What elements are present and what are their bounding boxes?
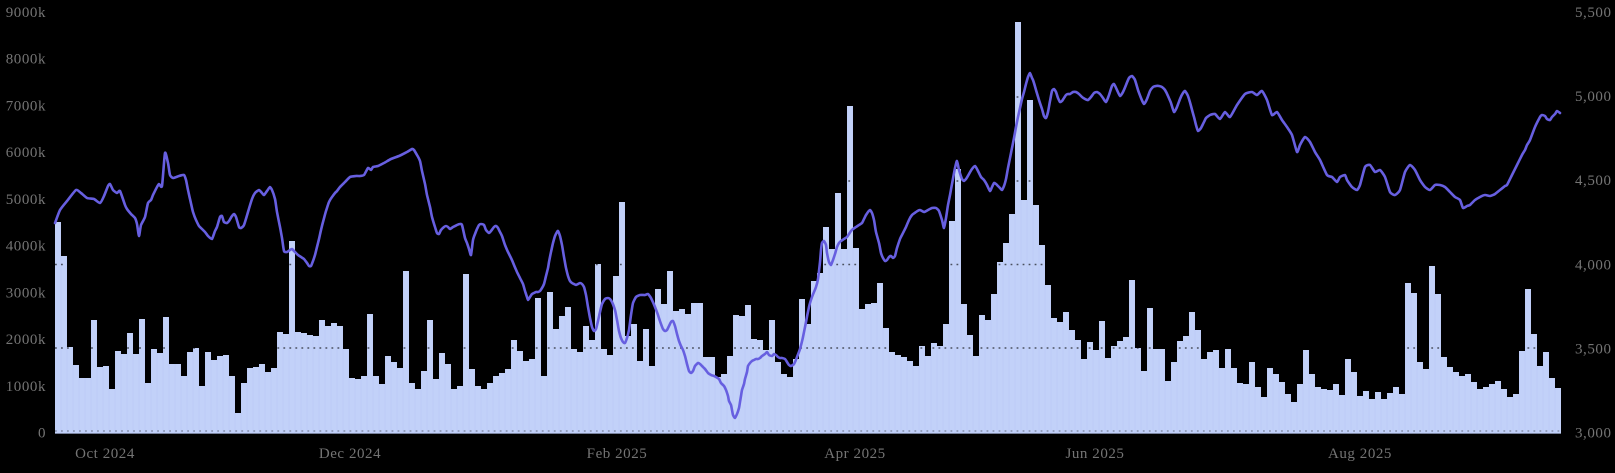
svg-text:2000k: 2000k	[6, 332, 46, 348]
svg-text:1000k: 1000k	[6, 379, 46, 395]
svg-text:Dec 2024: Dec 2024	[319, 446, 381, 462]
svg-text:Aug 2025: Aug 2025	[1328, 446, 1392, 462]
svg-text:3,500: 3,500	[1575, 341, 1612, 357]
svg-text:0: 0	[38, 426, 46, 442]
svg-text:Apr 2025: Apr 2025	[824, 446, 885, 462]
svg-text:Feb 2025: Feb 2025	[587, 446, 648, 462]
svg-text:4000k: 4000k	[6, 239, 46, 255]
svg-text:7000k: 7000k	[6, 98, 46, 114]
svg-text:Jun 2025: Jun 2025	[1066, 446, 1125, 462]
svg-text:5000k: 5000k	[6, 192, 46, 208]
svg-text:4,000: 4,000	[1575, 257, 1612, 273]
svg-text:4,500: 4,500	[1575, 173, 1612, 189]
svg-text:6000k: 6000k	[6, 145, 46, 161]
svg-text:5,000: 5,000	[1575, 89, 1612, 105]
svg-text:3,000: 3,000	[1575, 426, 1612, 442]
svg-text:3000k: 3000k	[6, 285, 46, 301]
svg-text:8000k: 8000k	[6, 52, 46, 68]
svg-text:5,500: 5,500	[1575, 5, 1612, 21]
svg-text:Oct 2024: Oct 2024	[75, 446, 135, 462]
svg-text:9000k: 9000k	[6, 5, 46, 21]
